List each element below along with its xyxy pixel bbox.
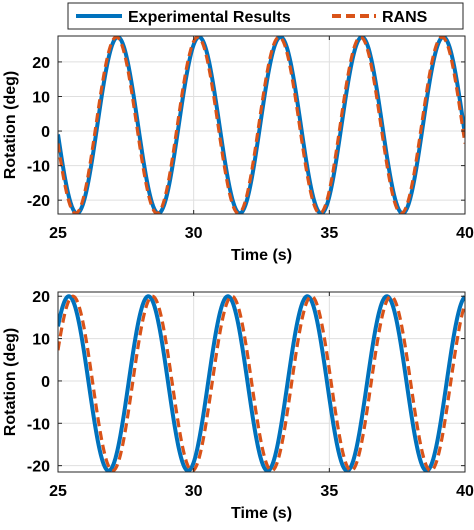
legend-label-rans: RANS: [382, 9, 428, 26]
series-line-experimental: [58, 294, 465, 472]
x-tick-label: 30: [185, 483, 203, 500]
y-axis-label: Rotation (deg): [2, 71, 19, 179]
y-tick-label: -10: [27, 159, 50, 176]
y-tick-label: 0: [41, 374, 50, 391]
y-tick-label: -20: [27, 459, 50, 476]
x-tick-label: 40: [456, 225, 474, 242]
x-tick-label: 25: [49, 483, 67, 500]
axes-box: [57, 35, 466, 215]
x-tick-label: 35: [320, 483, 338, 500]
y-tick-label: 0: [41, 124, 50, 141]
x-tick-label: 30: [185, 225, 203, 242]
y-tick-label: 10: [32, 89, 50, 106]
y-tick-label: 10: [32, 332, 50, 349]
legend-box: [67, 2, 464, 30]
y-tick-label: 20: [32, 289, 50, 306]
series-group: [58, 36, 465, 214]
axes-box: [57, 291, 466, 473]
x-tick-label: 35: [320, 225, 338, 242]
bottom-plot-panel: 25 30 35 40 -20 -10 0 10 20 Time (s) Rotation (deg…: [2, 289, 474, 522]
y-tick-label: -20: [27, 193, 50, 210]
series-group: [58, 294, 465, 472]
x-tick-label: 40: [456, 483, 474, 500]
series-line-rans: [58, 294, 465, 472]
series-line-rans: [58, 36, 465, 214]
legend: Experimental Results RANS: [67, 2, 464, 30]
y-tick-label: 20: [32, 55, 50, 72]
x-axis-label: Time (s): [231, 247, 292, 264]
y-axis-label: Rotation (deg): [2, 328, 19, 436]
x-axis-label: Time (s): [231, 505, 292, 522]
x-tick-label: 25: [49, 225, 67, 242]
legend-label-experimental: Experimental Results: [128, 9, 291, 26]
top-plot-panel: 25 30 35 40 -20 -10 0 10 20 Time (s) Rotation (deg…: [2, 35, 474, 264]
y-tick-label: -10: [27, 416, 50, 433]
